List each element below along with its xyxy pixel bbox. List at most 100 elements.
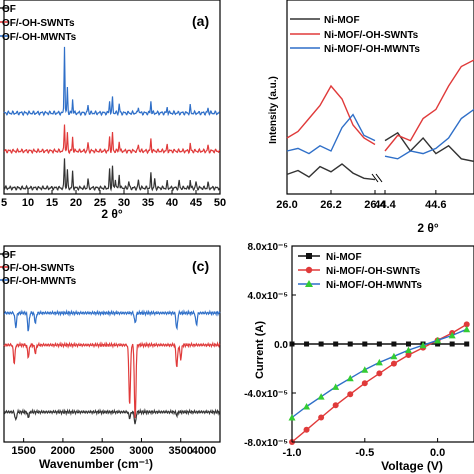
panel-b-y-label: Intensity (a.u.) — [268, 76, 279, 144]
panel-d-y-label: Current (A) — [254, 321, 266, 379]
series-line-c-2 — [4, 309, 221, 332]
panel-b-frame — [286, 0, 474, 195]
x-tick-label-a-3: 20 — [70, 197, 82, 209]
point-d-2-3 — [332, 383, 340, 390]
x-tick-label-c-0: 1500 — [11, 445, 35, 457]
point-d-2-0 — [288, 414, 296, 421]
x-tick-label-a-5: 30 — [118, 197, 130, 209]
panel-d-ticks: -1.0 -0.5 0.0 8.0x10⁻⁵ 4.0x10⁻⁵ 0.0 -4.0x10⁻⁵ -… — [244, 242, 445, 459]
legend-label-b-2: Ni-MOF/-OH-MWNTs — [324, 44, 420, 55]
point-d-0-1 — [304, 341, 310, 347]
y-tick-label-d-2: 0.0 — [274, 340, 288, 351]
legend-label-a-0: OF — [2, 4, 16, 15]
point-d-1-7 — [390, 360, 397, 367]
panel-a: (a) OF OF/-OH-SWNTs OF/-OH-MWNTs 5 10 15 20… — [0, 0, 226, 221]
y-tick-label-d-1: 4.0x10⁻⁵ — [247, 291, 288, 302]
panel-a-label: (a) — [192, 13, 209, 29]
panel-b-x-ticks: 26.026.226.444.444.64 — [276, 190, 447, 211]
legend-label-d-1: Ni-MOF/-OH-SWNTs — [326, 266, 421, 277]
x-tick-label-d-0: -1.0 — [283, 447, 302, 459]
x-tick-label-b-1-1: 44.6 — [425, 199, 446, 211]
point-d-0-12 — [464, 341, 470, 347]
x-tick-label-a-4: 25 — [94, 197, 106, 209]
point-d-2-1 — [303, 402, 311, 410]
panel-c: (c) OF OF/-OH-SWNTs OF/-OH-MWNTs 1500 200… — [0, 245, 221, 471]
point-d-2-6 — [375, 358, 383, 366]
x-tick-label-a-7: 40 — [166, 197, 178, 209]
point-d-0-10 — [435, 341, 441, 347]
series-line-b-2-seg2 — [384, 108, 474, 160]
legend-marker-d-1 — [305, 266, 313, 274]
panel-d: Current (A) Ni-MOF Ni-MOF/-OH-SWNTs Ni-M… — [244, 242, 474, 473]
panel-a-frame — [3, 0, 221, 195]
axis-break-mark-1 — [371, 173, 379, 183]
point-d-1-6 — [376, 370, 383, 377]
panel-c-label: (c) — [192, 258, 209, 274]
x-tick-label-a-6: 35 — [142, 197, 154, 209]
panel-b-series — [286, 59, 474, 181]
x-tick-label-c-2: 2500 — [90, 445, 114, 457]
x-tick-label-b-0-0: 26.0 — [276, 199, 297, 211]
panel-b-x-label: 2 θ° — [417, 221, 438, 235]
x-tick-label-b-1-0: 44.4 — [374, 199, 396, 211]
x-tick-label-a-8: 45 — [190, 197, 202, 209]
x-tick-label-a-2: 15 — [46, 197, 58, 209]
point-d-2-2 — [317, 393, 325, 400]
point-d-2-5 — [361, 366, 369, 373]
legend-label-c-2: OF/-OH-MWNTs — [2, 276, 77, 287]
x-tick-label-b-0-2: 26.4 — [364, 199, 386, 211]
point-d-2-9 — [419, 341, 427, 349]
panel-a-legend: OF OF/-OH-SWNTs OF/-OH-MWNTs — [0, 4, 77, 43]
point-d-2-4 — [346, 374, 354, 382]
x-tick-label-a-1: 10 — [22, 197, 34, 209]
point-d-1-5 — [361, 380, 368, 387]
series-line-a-0 — [3, 158, 221, 192]
series-line-b-1-seg1 — [286, 84, 376, 146]
x-tick-label-c-1: 2000 — [51, 445, 75, 457]
panel-c-series — [3, 309, 221, 425]
point-d-0-6 — [376, 341, 382, 347]
point-d-0-11 — [449, 341, 455, 347]
series-line-b-0-seg2 — [384, 131, 474, 163]
x-tick-label-a-9: 50 — [214, 197, 226, 209]
series-line-b-2-seg1 — [286, 113, 376, 155]
legend-label-c-0: OF — [2, 250, 16, 261]
axis-break — [371, 173, 383, 183]
point-d-1-1 — [303, 426, 310, 433]
x-tick-label-d-2: 0.0 — [430, 447, 445, 459]
panel-a-x-label: 2 θ° — [101, 207, 122, 221]
panel-b: Intensity (a.u.) Ni-MOF Ni-MOF/-OH-SWNTs… — [268, 0, 474, 235]
point-d-0-5 — [362, 341, 368, 347]
panel-d-x-label: Voltage (V) — [381, 459, 443, 473]
point-d-0-8 — [405, 341, 411, 347]
legend-label-d-2: Ni-MOF/-OH-MWNTs — [326, 280, 422, 291]
point-d-2-11 — [448, 331, 456, 339]
series-line-c-0 — [3, 408, 220, 425]
point-d-0-2 — [318, 341, 324, 347]
series-line-c-1 — [3, 341, 221, 419]
panel-d-series — [288, 321, 471, 445]
x-tick-label-c-3: 3000 — [129, 445, 153, 457]
legend-label-c-1: OF/-OH-SWNTs — [2, 263, 75, 274]
point-d-2-8 — [404, 346, 412, 354]
legend-marker-d-0 — [306, 253, 312, 259]
legend-label-a-2: OF/-OH-MWNTs — [2, 32, 77, 43]
series-line-a-2 — [3, 46, 221, 117]
panel-d-legend: Ni-MOF Ni-MOF/-OH-SWNTs Ni-MOF/-OH-MWNTs — [298, 252, 422, 291]
point-d-2-7 — [390, 352, 398, 360]
point-d-1-2 — [318, 414, 325, 421]
x-tick-label-c-4: 3500 — [168, 445, 192, 457]
panel-a-series — [3, 46, 221, 192]
series-line-b-1-seg2 — [384, 59, 474, 152]
x-tick-label-c-5: 4000 — [192, 445, 216, 457]
point-d-2-10 — [434, 336, 442, 344]
point-d-1-8 — [405, 352, 412, 359]
x-tick-label-d-1: -0.5 — [355, 447, 374, 459]
axis-break-mark-2 — [375, 173, 383, 183]
y-tick-label-d-0: 8.0x10⁻⁵ — [247, 242, 288, 253]
point-d-0-7 — [391, 341, 397, 347]
panel-b-legend: Ni-MOF Ni-MOF/-OH-SWNTs Ni-MOF/-OH-MWNTs — [290, 15, 420, 55]
y-tick-label-d-4: -8.0x10⁻⁵ — [244, 438, 288, 449]
x-tick-label-b-0-1: 26.2 — [320, 199, 341, 211]
